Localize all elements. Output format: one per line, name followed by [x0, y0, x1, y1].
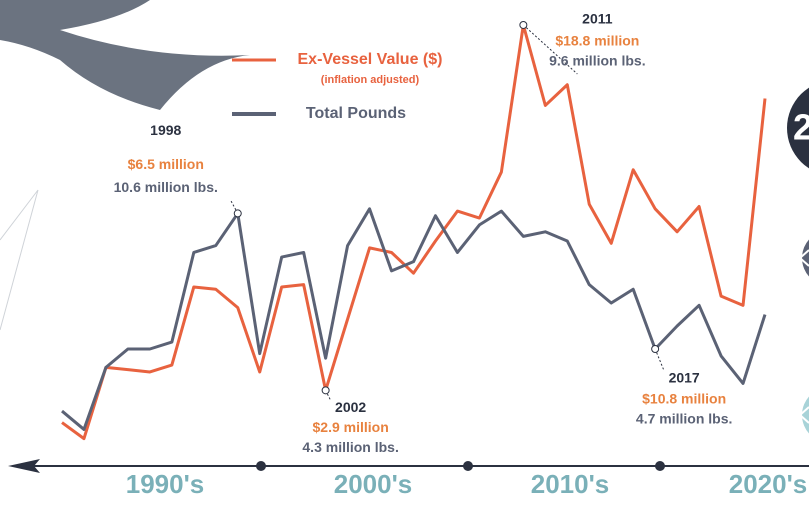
badge-circle	[787, 87, 809, 169]
timeline-dot	[256, 461, 266, 471]
series-line	[61, 23, 767, 441]
annotation-year: 2002	[335, 399, 366, 415]
annotation-value: $10.8 million	[642, 391, 726, 407]
annotation-value: $18.8 million	[555, 33, 639, 49]
annotation-pounds: 4.3 million lbs.	[302, 439, 398, 455]
decade-label: 1990's	[126, 469, 204, 499]
annotation-year: 2017	[669, 370, 700, 386]
point-marker	[651, 344, 660, 353]
timeline-arrow	[8, 459, 40, 473]
decade-label: 2010's	[531, 469, 609, 499]
timeline-dot	[463, 461, 473, 471]
nav-icon	[798, 249, 809, 267]
leader-line	[230, 200, 239, 214]
decor-line	[0, 189, 39, 331]
badge-text: 2	[793, 107, 809, 148]
decade-label: 2020's	[729, 469, 807, 499]
annotation-year: 1998	[150, 122, 181, 138]
annotation-pounds: 9.6 million lbs.	[549, 53, 645, 69]
timeline-dot	[655, 461, 665, 471]
whale-tail	[0, 0, 250, 110]
nav-button[interactable]	[802, 387, 809, 443]
legend-note: (inflation adjusted)	[321, 74, 420, 86]
leader-line	[523, 24, 578, 75]
annotation-year: 2011	[582, 11, 613, 27]
point-marker	[233, 209, 242, 218]
annotation-value: $2.9 million	[313, 419, 389, 435]
legend-label: Ex-Vessel Value ($)	[298, 51, 443, 68]
series-line	[61, 207, 767, 431]
point-marker	[321, 386, 330, 395]
point-marker	[519, 20, 528, 29]
annotation-pounds: 10.6 million lbs.	[114, 179, 218, 195]
annotation-pounds: 4.7 million lbs.	[636, 411, 732, 427]
nav-button[interactable]	[802, 230, 809, 286]
legend-label: Total Pounds	[306, 105, 406, 122]
nav-icon	[798, 406, 809, 424]
decade-label: 2000's	[334, 469, 412, 499]
annotation-value: $6.5 million	[128, 156, 204, 172]
